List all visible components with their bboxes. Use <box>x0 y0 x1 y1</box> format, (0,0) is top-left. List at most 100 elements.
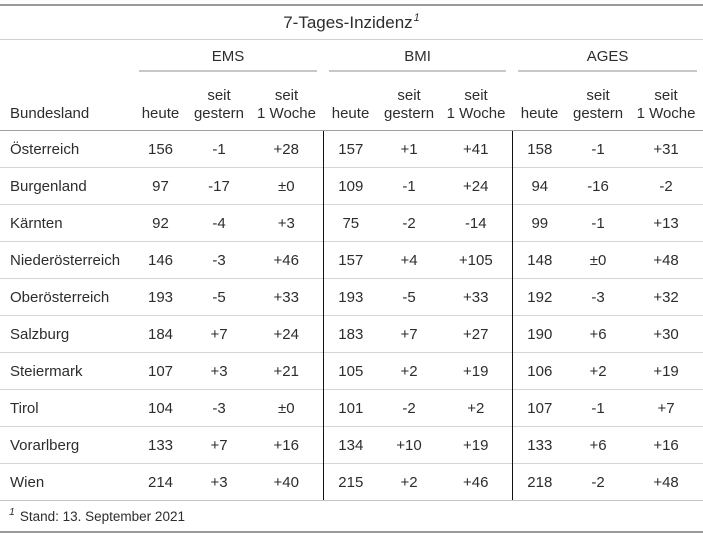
incidence-table: EMS BMI AGES Bundesland heute seit gester… <box>0 40 703 500</box>
table-row: Tirol 104 -3 ±0 101 -2 +2 107 -1 +7 <box>0 389 703 427</box>
column-header-seit-gestern: seit gestern <box>567 72 630 131</box>
value-cell: 214 <box>133 463 188 500</box>
group-row-spacer <box>0 40 133 72</box>
table-row: Burgenland 97 -17 ±0 109 -1 +24 94 -16 -2 <box>0 167 703 205</box>
value-cell: -2 <box>567 463 630 500</box>
group-underline <box>518 70 698 72</box>
value-cell: -1 <box>591 140 605 158</box>
table-row: Kärnten 92 -4 +3 75 -2 -14 99 -1 +13 <box>0 204 703 242</box>
column-header-seit-1-woche: seit 1 Woche <box>629 72 703 131</box>
bundesland-name: Burgenland <box>0 167 133 205</box>
value-cell: +40 <box>250 463 324 500</box>
value-cell: 156 <box>147 140 174 158</box>
value-cell: -17 <box>188 167 250 205</box>
value-cell: +28 <box>273 140 299 158</box>
value-cell: -1 <box>378 167 441 205</box>
column-header-bundesland: Bundesland <box>0 72 133 131</box>
group-label: BMI <box>404 47 431 65</box>
value-cell: -3 <box>188 241 250 279</box>
bundesland-name: Steiermark <box>0 352 133 390</box>
value-cell: +46 <box>250 241 324 279</box>
group-header-bmi: BMI <box>323 40 512 72</box>
column-header-seit-gestern: seit gestern <box>188 72 250 131</box>
value-cell: -3 <box>188 389 250 427</box>
incidence-table-sheet: 7-Tages-Inzidenz 1 EMS BMI AGES <box>0 4 703 533</box>
value-cell: 133 <box>133 426 188 464</box>
column-header-heute: heute <box>133 72 188 131</box>
value-cell: 99 <box>511 204 568 242</box>
value-cell: +105 <box>440 241 513 279</box>
value-cell: -3 <box>567 278 630 316</box>
value-cell: 104 <box>133 389 188 427</box>
value-cell: 101 <box>322 389 379 427</box>
value-cell: +33 <box>440 278 513 316</box>
value-cell: +13 <box>629 204 703 242</box>
value-cell: 92 <box>133 204 188 242</box>
value-cell: 192 <box>511 278 568 316</box>
value-cell: +10 <box>378 426 441 464</box>
value-cell: 94 <box>511 167 568 205</box>
value-cell: -1 <box>567 389 630 427</box>
value-cell: 107 <box>511 389 568 427</box>
value-cell: -2 <box>629 167 703 205</box>
value-cell: +19 <box>629 352 703 390</box>
group-underline <box>139 70 318 72</box>
title-footnote-marker: 1 <box>413 11 420 24</box>
table-row: Niederösterreich 146 -3 +46 157 +4 +105 148 ±0 +4… <box>0 241 703 279</box>
value-cell: +19 <box>440 352 513 390</box>
bundesland-name: Kärnten <box>0 204 133 242</box>
column-header-seit-gestern: seit gestern <box>378 72 441 131</box>
value-cell: +1 <box>400 140 418 158</box>
value-cell: +24 <box>440 167 513 205</box>
column-header-heute: heute <box>512 72 568 131</box>
footnote: 1 Stand: 13. September 2021 <box>0 500 703 533</box>
value-cell: +46 <box>440 463 513 500</box>
value-cell: +31 <box>653 140 679 158</box>
value-cell: -5 <box>378 278 441 316</box>
column-header-seit-1-woche: seit 1 Woche <box>250 72 324 131</box>
table-row: Steiermark 107 +3 +21 105 +2 +19 106 +2 +19 <box>0 352 703 390</box>
value-cell: +7 <box>378 315 441 353</box>
value-cell: 133 <box>511 426 568 464</box>
value-cell: 183 <box>322 315 379 353</box>
value-cell: +30 <box>629 315 703 353</box>
value-cell: -4 <box>188 204 250 242</box>
value-cell: -5 <box>188 278 250 316</box>
value-cell: +19 <box>440 426 513 464</box>
value-cell: +33 <box>250 278 324 316</box>
value-cell: 215 <box>322 463 379 500</box>
value-cell: +16 <box>250 426 324 464</box>
value-cell: +7 <box>188 315 250 353</box>
value-cell: 109 <box>322 167 379 205</box>
group-label: AGES <box>586 47 629 65</box>
value-cell: 75 <box>322 204 379 242</box>
value-cell: -1 <box>212 140 226 158</box>
value-cell: 106 <box>511 352 568 390</box>
value-cell: -2 <box>378 389 441 427</box>
source-group-row: EMS BMI AGES <box>0 40 703 72</box>
value-cell: +16 <box>629 426 703 464</box>
value-cell: -16 <box>567 167 630 205</box>
value-cell: +6 <box>567 315 630 353</box>
title-text: 7-Tages-Inzidenz <box>283 12 413 32</box>
value-cell: +7 <box>188 426 250 464</box>
value-cell: 158 <box>511 130 568 168</box>
value-cell: ±0 <box>567 241 630 279</box>
value-cell: 97 <box>133 167 188 205</box>
value-cell: +2 <box>440 389 513 427</box>
value-cell: +3 <box>188 463 250 500</box>
column-header-seit-1-woche: seit 1 Woche <box>440 72 513 131</box>
value-cell: +2 <box>567 352 630 390</box>
table-row: Österreich 156 -1 +28 157 +1 +41 158 -1 +31 <box>0 130 703 168</box>
value-cell: +48 <box>629 241 703 279</box>
group-underline <box>329 70 507 72</box>
group-header-ems: EMS <box>133 40 323 72</box>
bundesland-name: Vorarlberg <box>0 426 133 464</box>
footnote-text: Stand: 13. September 2021 <box>19 508 185 524</box>
value-cell: 218 <box>511 463 568 500</box>
value-cell: +21 <box>250 352 324 390</box>
page-title: 7-Tages-Inzidenz 1 <box>0 4 703 40</box>
value-cell: 146 <box>133 241 188 279</box>
value-cell: -14 <box>440 204 513 242</box>
table-row: Oberösterreich 193 -5 +33 193 -5 +33 192 -3 +32 <box>0 278 703 316</box>
